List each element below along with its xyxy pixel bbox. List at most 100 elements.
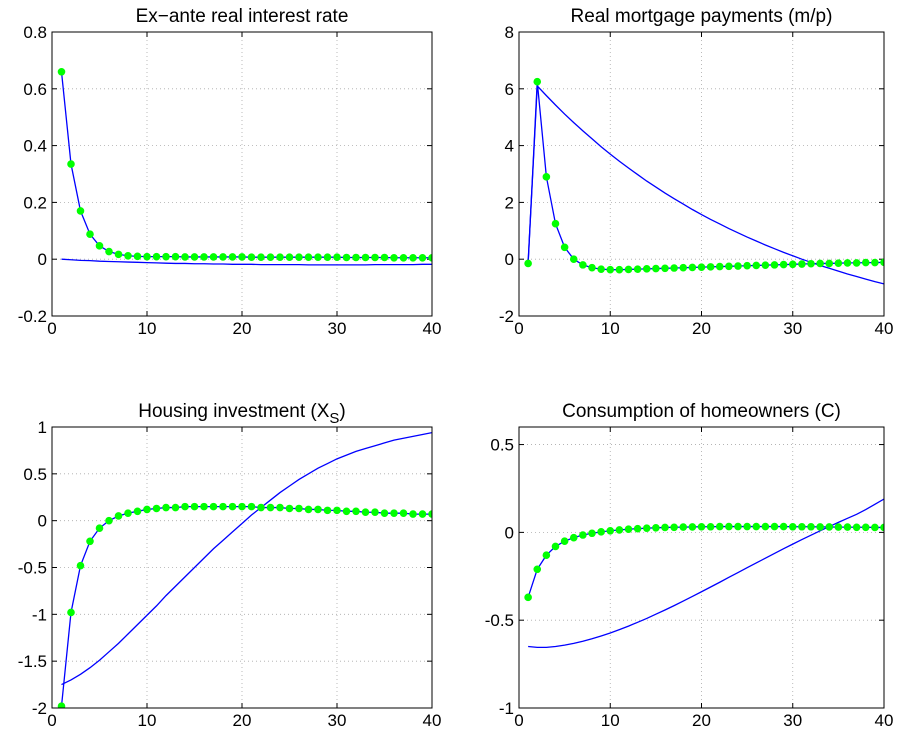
marker [597,528,605,536]
marker [380,253,389,262]
marker [114,250,123,259]
marker [861,258,870,267]
marker [86,537,94,546]
marker [152,504,161,513]
marker [816,259,824,268]
marker [200,253,208,261]
y-tick-label: 0 [505,523,514,542]
marker [304,505,313,514]
marker [342,507,351,516]
marker [352,507,360,516]
title-part: S [329,410,339,427]
marker [361,253,370,262]
marker [323,253,332,262]
marker [688,263,697,272]
marker [276,503,284,512]
x-tick-label: 20 [692,711,711,730]
marker [779,522,788,531]
series-line [60,505,432,707]
marker [285,253,294,262]
marker [418,510,427,518]
data-layer [524,498,884,649]
marker [551,219,560,228]
marker [788,522,797,531]
marker [304,253,313,262]
marker [706,263,715,271]
marker [342,253,351,262]
marker [551,542,560,551]
marker [114,512,123,520]
marker [143,252,151,261]
marker [871,523,879,532]
marker [752,261,761,270]
marker [228,502,237,511]
title-part: Housing investment (X [138,401,329,422]
marker [418,253,427,262]
x-tick-label: 0 [514,319,523,338]
subplot: 0 10 20 30 40-0.200.20.40.60.8Ex−ante real i… [18,6,442,338]
marker [697,522,706,531]
marker [95,242,104,250]
y-tick-label: 4 [505,137,514,156]
marker [679,523,688,531]
marker [542,173,551,181]
marker [743,261,751,270]
marker [105,247,113,256]
marker [861,523,870,532]
marker [295,504,303,513]
marker [633,524,642,533]
y-tick-label: 1 [38,418,47,437]
marker [238,502,246,511]
y-tick-label: 0.5 [490,436,514,455]
marker [295,253,303,262]
y-tick-label: 0 [38,250,47,269]
marker [247,253,256,262]
marker [807,522,815,531]
x-tick-label: 0 [47,319,56,338]
marker [76,207,85,215]
marker [247,502,256,511]
marker [67,160,75,168]
data-layer [57,431,432,708]
marker [725,262,733,271]
series-line [61,258,432,266]
series-line [527,81,884,271]
marker [688,523,697,531]
x-tick-label: 0 [47,711,56,730]
marker [190,253,199,261]
marker [579,261,587,269]
chart-title: Housing investment (XS) [138,401,346,427]
marker [661,264,669,273]
chart-title: Real mortgage payments (m/p) [571,6,833,27]
marker [380,509,389,517]
marker [606,526,615,535]
x-tick-label: 40 [875,319,894,338]
x-tick-label: 20 [233,319,252,338]
marker [798,260,806,268]
marker [597,265,605,273]
y-tick-label: -2 [32,699,47,718]
marker [779,260,788,269]
chart-title: Consumption of homeowners (C) [562,401,841,422]
marker [852,259,861,267]
y-tick-label: -0.5 [18,559,47,578]
series-line [60,71,432,259]
marker [409,510,417,518]
x-tick-label: 30 [328,319,347,338]
marker [615,526,624,534]
x-tick-label: 20 [692,319,711,338]
marker [588,529,596,538]
marker [533,77,542,86]
marker [533,565,542,574]
marker [133,252,142,261]
axes-box [51,426,433,709]
marker [333,506,341,515]
marker [257,503,265,512]
y-tick-label: -0.2 [18,307,47,326]
marker [843,259,852,267]
marker [560,537,569,545]
marker [652,264,660,273]
marker [624,265,633,274]
marker [323,506,332,515]
